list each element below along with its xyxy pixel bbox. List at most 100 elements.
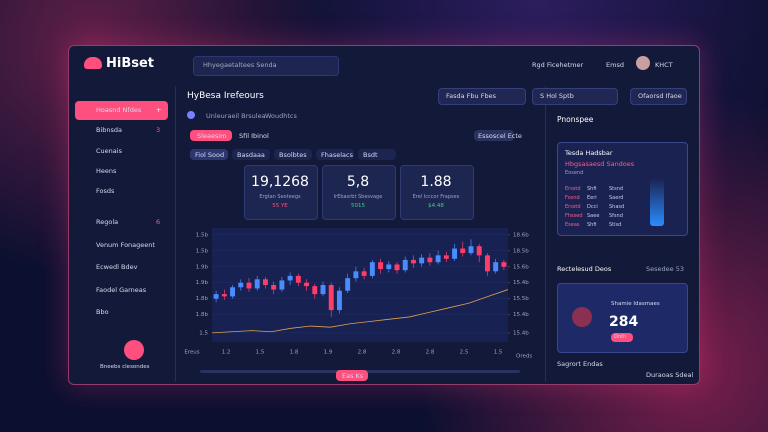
card2-icon — [572, 307, 592, 327]
pill[interactable]: Sfil Ibinol — [239, 132, 269, 140]
candle-body — [213, 294, 219, 299]
card1-cell: Stsnd — [609, 186, 624, 192]
stat-delta: $4.48 — [428, 203, 444, 209]
filter[interactable] — [274, 149, 312, 160]
top-button[interactable] — [630, 88, 687, 105]
avatar — [636, 56, 650, 70]
card1 — [557, 142, 688, 236]
candle-body — [410, 259, 416, 264]
candle-body — [230, 287, 236, 297]
card1-cell: Shfi — [587, 186, 597, 192]
candle-body — [369, 262, 375, 276]
x-tick-label: 1.2 — [222, 350, 231, 356]
filter-label: Fhaselacs — [321, 151, 353, 159]
section: Rectelesud Deos — [557, 265, 612, 273]
y-tick-label: 1.5b — [196, 232, 209, 238]
card1-cell: Eseas — [565, 222, 580, 228]
candle-body — [493, 262, 499, 272]
candle-body — [353, 271, 359, 279]
sidebar-badge: 6 — [156, 218, 161, 226]
top-button[interactable] — [438, 88, 526, 105]
stat-value: 1.88 — [420, 174, 452, 190]
x-tick-label: 2.8 — [426, 350, 435, 356]
stat-value: 5,8 — [346, 174, 370, 190]
card1-cell: Fosnd — [565, 195, 580, 201]
sidebar-label[interactable]: Bibnsda — [96, 126, 123, 135]
x-tick-label: 2.8 — [358, 350, 367, 356]
bottom-button[interactable] — [336, 370, 368, 381]
x-tick-label: 2.5 — [460, 350, 469, 356]
candle-body — [246, 282, 252, 289]
candle-body — [320, 285, 326, 295]
search-box[interactable] — [193, 56, 339, 76]
y2-tick-label: 15.4b — [513, 280, 529, 286]
pill[interactable]: Sleaesim — [197, 132, 227, 140]
bottom-button-label: Eas Ks — [342, 372, 364, 380]
header-item[interactable]: Emsd — [606, 61, 624, 69]
card1-cell: Eeri — [587, 195, 597, 201]
right-axis-label: Oreds — [516, 354, 532, 360]
filter[interactable] — [232, 149, 270, 160]
top-button[interactable] — [532, 88, 618, 105]
sidebar-label[interactable]: Hoasnd Nfdes — [96, 106, 142, 114]
candle-body — [484, 255, 490, 272]
candle-body — [435, 255, 441, 263]
sidebar-button[interactable] — [124, 340, 144, 360]
sidebar-label[interactable]: Heens — [96, 166, 117, 175]
candle-body — [238, 282, 244, 288]
card2-button[interactable] — [611, 333, 633, 342]
y-tick-label: 1.9b — [196, 264, 209, 270]
user[interactable]: KHCT — [655, 61, 673, 69]
stat-card — [400, 165, 474, 220]
candle-body — [254, 279, 260, 289]
tab-icon — [187, 111, 195, 119]
filter-label: Fiol Sood — [195, 151, 225, 159]
sidebar-label[interactable]: Fosds — [96, 187, 115, 196]
tab[interactable]: Unleuraeil Brsulea — [206, 112, 266, 120]
card1-cell: Dcci — [587, 204, 598, 210]
top-button-label: Ofaorsd Ifaoe — [638, 92, 682, 100]
candle-body — [501, 262, 507, 267]
right-title: Pnonspee — [557, 115, 594, 124]
sidebar-label[interactable]: Bbo — [96, 308, 109, 316]
x-tick-label: 1.8 — [290, 350, 299, 356]
candle-body — [361, 271, 367, 276]
candle-body — [271, 285, 277, 290]
y2-tick-label: 15.6b — [513, 264, 529, 270]
side-pill-label[interactable]: Essoscel Ecte — [478, 132, 522, 140]
sidebar-label[interactable]: Faodel Garneas — [96, 285, 147, 294]
y-tick-label: 1.5 — [199, 330, 208, 336]
sidebar-label[interactable]: Venum Fonageent — [96, 240, 155, 249]
side-pill — [474, 130, 514, 141]
y2-tick-label: 15.4b — [513, 312, 529, 318]
stat-card — [322, 165, 396, 220]
y2-tick-label: 18.5b — [513, 248, 529, 254]
sidebar-label[interactable]: Regola — [96, 218, 119, 226]
candle-body — [304, 282, 310, 287]
y2-tick-label: 18.6b — [513, 232, 529, 238]
card1-cell: Shfi — [587, 222, 597, 228]
pill-active — [190, 130, 232, 141]
sidebar-badge: 3 — [156, 126, 161, 135]
card2-title: Shamie Idasmaes — [611, 301, 660, 307]
sidebar-label[interactable]: Cuenais — [96, 146, 122, 155]
candle-body — [287, 275, 293, 281]
filter[interactable] — [316, 149, 354, 160]
stat-label: Ergtan Seoteegs — [259, 194, 301, 200]
filter[interactable] — [358, 149, 396, 160]
center-title: HyBesa Irefeours — [187, 91, 264, 101]
sidebar-label[interactable]: Ecwedl Bdev — [96, 263, 138, 271]
divider — [545, 86, 546, 382]
footer-side: Duraoas Sdeal — [646, 371, 694, 379]
card1-cell: Ersstd — [565, 186, 581, 192]
card1-cell: Stlsd — [609, 222, 622, 228]
user-menu[interactable]: Rgd Ficehetmer — [532, 61, 584, 69]
filter[interactable] — [190, 149, 228, 160]
card1-subtitle: Hbgsasaesd Sandoes — [565, 160, 635, 168]
card1-label: Eosend — [565, 170, 584, 176]
candle-body — [328, 285, 334, 311]
candle-body — [295, 275, 301, 283]
tab[interactable]: Woudhtcs — [265, 112, 297, 120]
